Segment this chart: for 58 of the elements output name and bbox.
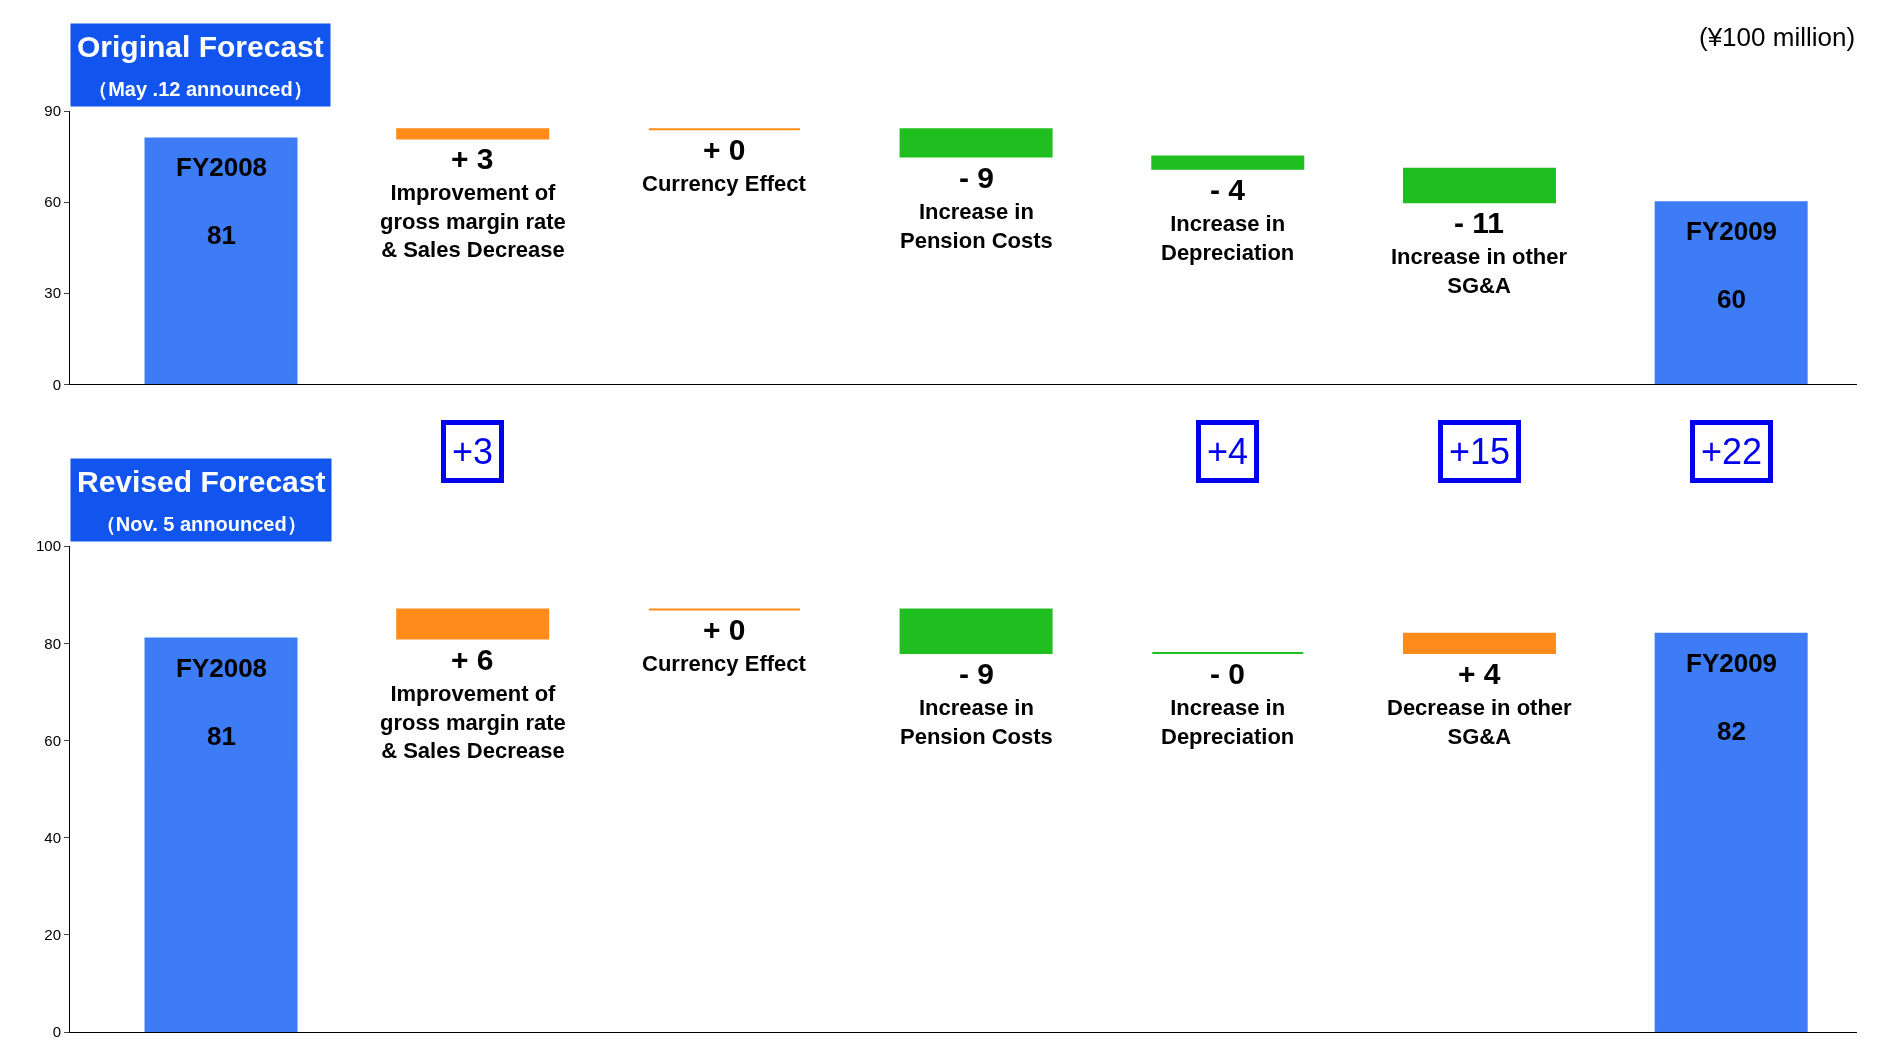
data-label: + 0 (703, 133, 746, 166)
bar (396, 128, 550, 140)
bar (144, 637, 298, 1032)
data-label: 82 (1717, 715, 1746, 746)
text: +4 (1207, 431, 1249, 472)
data-label: - 0 (1210, 657, 1246, 690)
text: +22 (1701, 431, 1763, 472)
data-label: - 9 (959, 657, 995, 690)
data-label: - 9 (959, 161, 995, 194)
category-label: FY2009 (1686, 648, 1778, 678)
data-label: + 0 (703, 613, 746, 646)
y-tick-label: 60 (44, 731, 61, 749)
data-label: 81 (207, 720, 236, 751)
data-label: 81 (207, 219, 236, 250)
y-tick-label: 40 (44, 828, 61, 846)
y-tick-label: 0 (52, 1023, 61, 1041)
data-label: 60 (1717, 283, 1746, 314)
text: (¥100 million) (1699, 22, 1856, 52)
category-label: Increase in Pension Costs (900, 199, 1053, 253)
bar (899, 128, 1053, 158)
data-label: + 6 (451, 643, 494, 676)
data-label: + 4 (1458, 657, 1501, 690)
y-tick-label: 0 (52, 375, 61, 393)
category-label: Improvement of gross margin rate & Sales Decrease (380, 681, 566, 764)
text: +15 (1449, 431, 1511, 472)
chart-title: Original Forecast (77, 30, 324, 63)
bar (1402, 167, 1556, 204)
category-label: Improvement of gross margin rate & Sales Decrease (380, 180, 566, 263)
data-label: - 4 (1210, 173, 1246, 206)
category-label: FY2009 (1686, 216, 1778, 246)
data-label: - 11 (1454, 206, 1505, 239)
category-label: Increase in Depreciation (1161, 211, 1295, 265)
chart-title: Revised Forecast (77, 465, 326, 498)
category-label: Currency Effect (642, 651, 806, 676)
category-label: Currency Effect (642, 171, 806, 196)
y-tick-label: 20 (44, 926, 61, 944)
category-label: FY2008 (176, 653, 268, 683)
y-tick-label: 30 (44, 284, 61, 302)
bar (396, 608, 550, 640)
category-label: Increase in Depreciation (1161, 695, 1295, 749)
category-label: Decrease in other SG&A (1387, 695, 1572, 749)
y-tick-label: 60 (44, 193, 61, 211)
y-tick-label: 90 (44, 102, 61, 120)
bar (1402, 632, 1556, 655)
category-label: Increase in Pension Costs (900, 695, 1053, 749)
bar (1151, 155, 1305, 170)
y-tick-label: 100 (35, 537, 61, 555)
chart-subtitle: （Nov. 5 announced） (95, 513, 307, 535)
category-label: FY2008 (176, 152, 268, 182)
text: +3 (452, 431, 494, 472)
bar (1654, 632, 1808, 1032)
category-label: Increase in other SG&A (1391, 244, 1568, 298)
y-tick-label: 80 (44, 634, 61, 652)
chart-subtitle: （May .12 announced） (88, 78, 313, 100)
bar (144, 137, 298, 385)
data-label: + 3 (451, 142, 494, 175)
bar (899, 608, 1053, 655)
bar (1654, 201, 1808, 385)
